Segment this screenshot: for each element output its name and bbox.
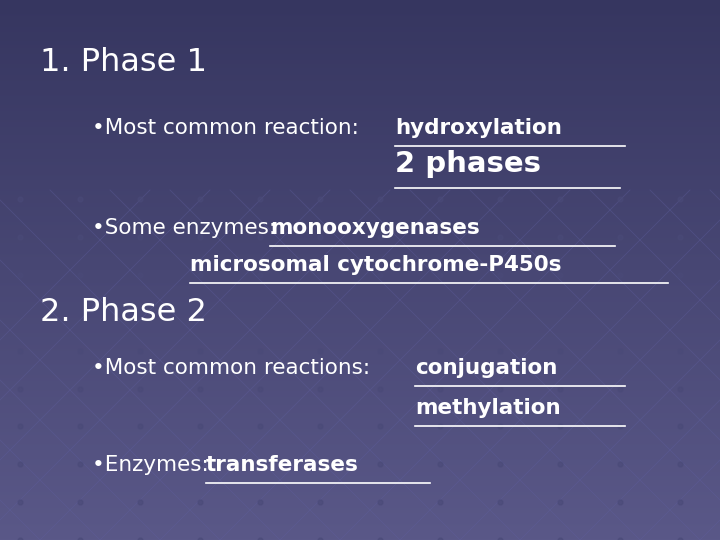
Text: transferases: transferases xyxy=(206,455,359,475)
Text: •Most common reaction:: •Most common reaction: xyxy=(92,118,366,138)
Text: •Enzymes:: •Enzymes: xyxy=(92,455,215,475)
Text: conjugation: conjugation xyxy=(415,358,557,378)
Text: methylation: methylation xyxy=(415,398,561,418)
Text: •Some enzymes:: •Some enzymes: xyxy=(92,218,283,238)
Text: microsomal cytochrome-P450s: microsomal cytochrome-P450s xyxy=(190,255,562,275)
Text: monooxygenases: monooxygenases xyxy=(270,218,480,238)
Text: hydroxylation: hydroxylation xyxy=(395,118,562,138)
Text: 1. Phase 1: 1. Phase 1 xyxy=(40,47,207,78)
Text: 2 phases: 2 phases xyxy=(395,150,541,178)
Text: 2. Phase 2: 2. Phase 2 xyxy=(40,297,207,328)
Text: •Most common reactions:: •Most common reactions: xyxy=(92,358,377,378)
